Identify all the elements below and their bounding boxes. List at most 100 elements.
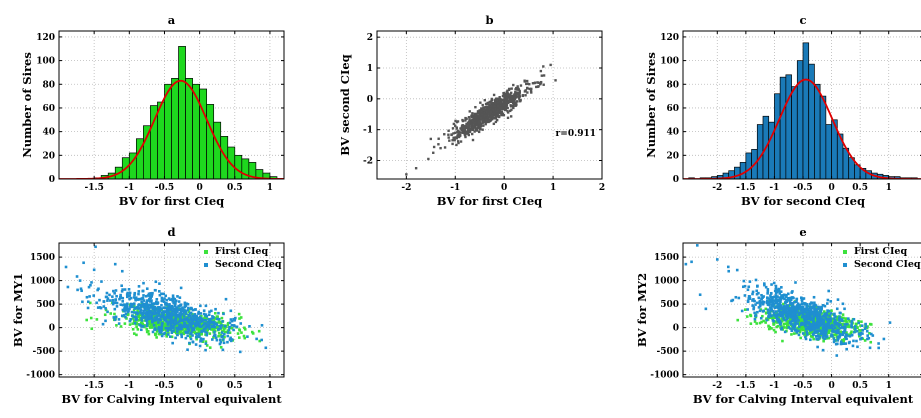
scatter-point [818,336,822,340]
scatter-point [848,340,851,344]
scatter-point [771,305,775,308]
scatter-point [785,300,789,303]
scatter-point [185,302,188,305]
scatter-point [480,113,484,116]
scatter-point [119,296,123,300]
scatter-point [158,282,161,285]
scatter-point [801,325,804,328]
scatter-point [819,307,823,311]
scatter-point [833,317,836,320]
scatter-point [809,302,812,306]
scatter-point [153,327,157,330]
scatter-point [171,341,174,345]
scatter-point [513,97,517,101]
scatter-point [741,285,745,289]
scatter-point [466,128,470,132]
y-tick-label: 500 [660,300,679,310]
scatter-point [779,314,783,318]
scatter-point [106,310,109,314]
scatter-point [127,309,130,312]
scatter-point [487,103,491,106]
scatter-point [760,297,763,300]
scatter-point [120,314,124,318]
scatter-point [805,305,809,308]
scatter-point [776,295,779,298]
scatter-point [114,289,118,292]
scatter-point [477,121,481,124]
scatter-point [154,288,157,292]
scatter-point [230,324,234,327]
scatter-point [805,333,809,336]
scatter-point [134,298,137,302]
scatter-point [817,315,821,319]
scatter-point [208,346,212,349]
scatter-point [783,311,787,315]
scatter-point [95,301,98,305]
y-axis-label: BV for MY2 [635,273,649,347]
scatter-point [877,342,880,345]
scatter-point [111,295,114,298]
panel-title: b [485,13,493,27]
scatter-point [842,340,845,343]
scatter-point [212,316,215,319]
scatter-point [472,124,475,128]
scatter-point [109,312,113,315]
scatter-point [483,99,487,102]
scatter-point [238,350,242,354]
scatter-point [799,329,802,332]
scatter-point [496,104,500,108]
scatter-point [212,322,216,326]
scatter-point [769,314,773,318]
scatter-point [827,326,830,330]
scatter-point [832,328,835,331]
scatter-point [766,290,770,293]
scatter-point [783,297,786,301]
scatter-point [826,330,830,334]
scatter-point [789,302,792,306]
scatter-point [114,315,118,319]
scatter-point [174,324,178,328]
scatter-point [167,326,170,330]
scatter-point [488,114,491,117]
scatter-point [152,302,155,306]
scatter-point [208,321,212,324]
scatter-point [776,288,779,291]
scatter-point [181,307,185,311]
scatter-point [500,113,503,117]
scatter-point [490,99,493,103]
scatter-point [839,311,842,315]
scatter-point [498,109,501,113]
scatter-point [467,130,471,134]
scatter-point [496,101,500,104]
scatter-point [234,316,237,320]
scatter-point [511,99,514,102]
scatter-point [140,319,144,322]
scatter-point [174,300,177,304]
scatter-point [163,318,167,322]
scatter-point [222,327,226,331]
scatter-point [239,322,243,325]
scatter-point [839,323,842,327]
scatter-point [179,286,183,290]
scatter-point [792,326,795,330]
scatter-point [157,306,161,309]
scatter-point [510,91,513,95]
scatter-point [168,316,171,320]
scatter-point [754,278,758,282]
ticks-b [377,31,603,179]
scatter-point [757,291,760,295]
scatter-point [177,300,181,303]
scatter-point [766,288,770,291]
scatter-point [178,327,181,331]
scatter-point [229,339,233,343]
scatter-point [775,317,779,321]
scatter-point [794,306,797,310]
scatter-point [162,332,166,336]
scatter-point [155,311,158,315]
scatter-point [838,332,842,336]
scatter-point [204,314,207,317]
scatter-point [482,111,486,115]
scatter-point [485,107,488,110]
scatter-point [698,293,702,297]
scatter-point [502,91,506,95]
